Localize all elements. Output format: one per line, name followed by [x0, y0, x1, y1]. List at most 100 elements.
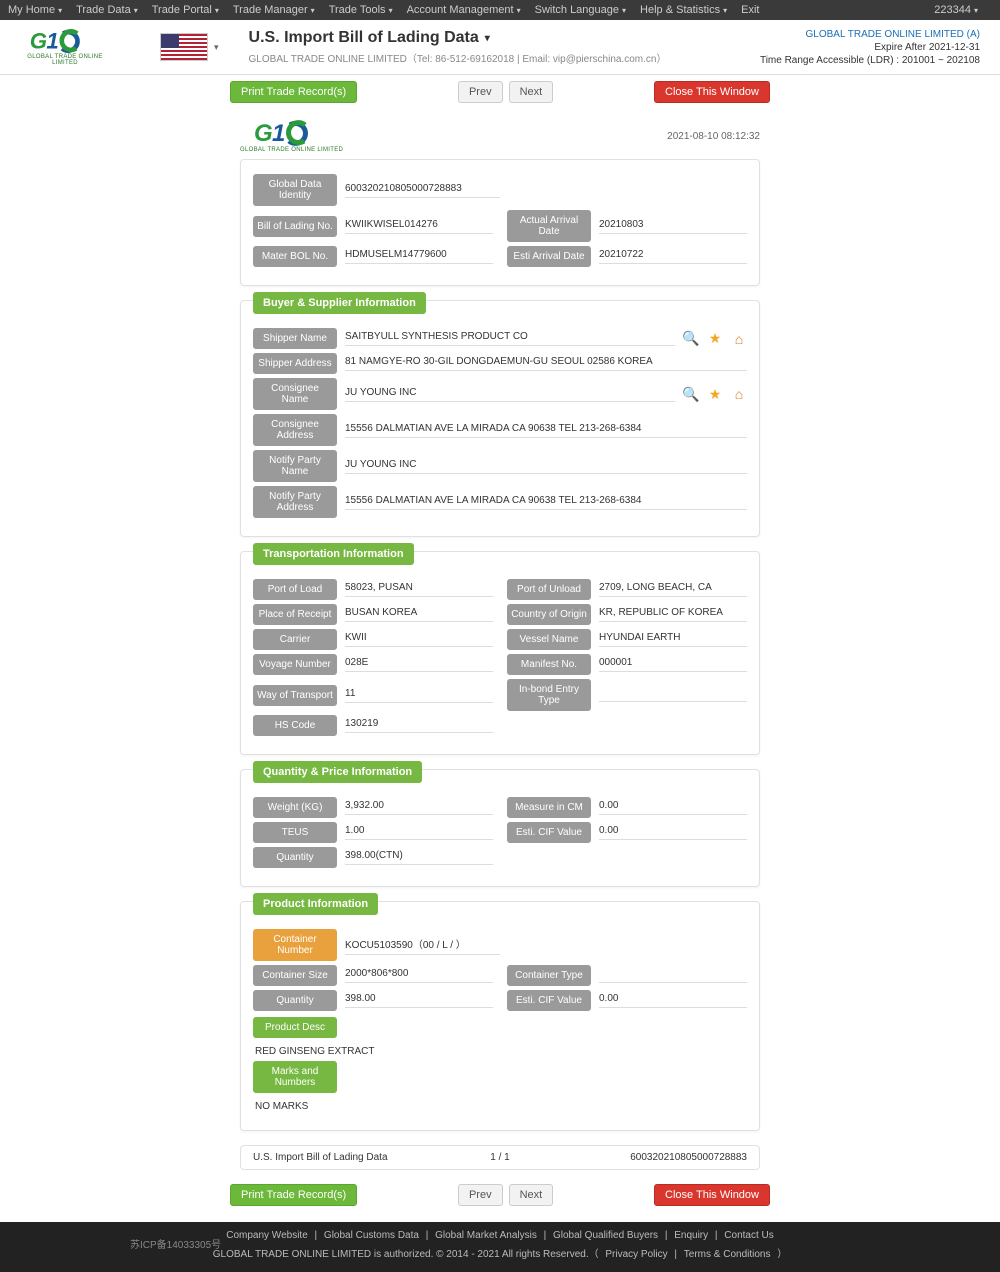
caret-icon: ▾: [723, 6, 727, 15]
close-window-button-bottom[interactable]: Close This Window: [654, 1184, 770, 1206]
value-container-type: [599, 969, 747, 983]
footer-privacy-link[interactable]: Privacy Policy: [605, 1249, 667, 1260]
value-hs: 130219: [345, 718, 493, 733]
value-container-no: KOCU5103590（00 / L / ）: [345, 936, 500, 955]
nav-switch-language[interactable]: Switch Language▾: [535, 4, 626, 16]
footer-link-buyers[interactable]: Global Qualified Buyers: [553, 1230, 658, 1241]
section-title-qty: Quantity & Price Information: [253, 761, 422, 783]
label-qty: Quantity: [253, 847, 337, 868]
next-button-bottom[interactable]: Next: [509, 1184, 554, 1206]
label-notify-addr: Notify Party Address: [253, 486, 337, 518]
product-panel: Product Information Container NumberKOCU…: [240, 901, 760, 1131]
footer-link-enquiry[interactable]: Enquiry: [674, 1230, 708, 1241]
label-ead: Esti Arrival Date: [507, 246, 591, 267]
page-subtitle: GLOBAL TRADE ONLINE LIMITED（Tel: 86-512-…: [249, 50, 760, 65]
label-weight: Weight (KG): [253, 797, 337, 818]
label-shipper-name: Shipper Name: [253, 328, 337, 349]
account-range: Time Range Accessible (LDR) : 201001 ~ 2…: [760, 55, 980, 66]
nav-trade-data[interactable]: Trade Data▾: [76, 4, 138, 16]
next-button[interactable]: Next: [509, 81, 554, 103]
print-button[interactable]: Print Trade Record(s): [230, 81, 357, 103]
caret-icon: ▾: [215, 6, 219, 15]
value-weight: 3,932.00: [345, 800, 493, 815]
value-gdi: 600320210805000728883: [345, 183, 500, 198]
label-hs: HS Code: [253, 715, 337, 736]
page-title[interactable]: U.S. Import Bill of Lading Data▾: [249, 29, 760, 47]
section-title-buyer: Buyer & Supplier Information: [253, 292, 426, 314]
value-manifest: 000001: [599, 657, 747, 672]
value-vessel: HYUNDAI EARTH: [599, 632, 747, 647]
home-icon[interactable]: ⌂: [731, 386, 747, 402]
prev-button[interactable]: Prev: [458, 81, 503, 103]
label-pol: Port of Load: [253, 579, 337, 600]
quantity-price-panel: Quantity & Price Information Weight (KG)…: [240, 769, 760, 887]
label-mbol: Mater BOL No.: [253, 246, 337, 267]
search-icon[interactable]: 🔍: [683, 386, 699, 402]
star-icon[interactable]: ★: [707, 386, 723, 402]
footer-terms-link[interactable]: Terms & Conditions: [684, 1249, 771, 1260]
nav-exit[interactable]: Exit: [741, 4, 759, 16]
logo-icon: G 1: [25, 28, 105, 54]
label-consignee-name: Consignee Name: [253, 378, 337, 410]
svg-text:G: G: [254, 120, 273, 147]
section-title-transport: Transportation Information: [253, 543, 414, 565]
site-footer: Company Website | Global Customs Data | …: [0, 1222, 1000, 1272]
label-container-size: Container Size: [253, 965, 337, 986]
prev-button-bottom[interactable]: Prev: [458, 1184, 503, 1206]
nav-trade-portal[interactable]: Trade Portal▾: [152, 4, 219, 16]
label-consignee-addr: Consignee Address: [253, 414, 337, 446]
label-coo: Country of Origin: [507, 604, 591, 625]
header-account-info: GLOBAL TRADE ONLINE LIMITED (A) Expire A…: [760, 29, 980, 66]
record-timestamp: 2021-08-10 08:12:32: [667, 131, 760, 142]
nav-account-mgmt[interactable]: Account Management▾: [407, 4, 521, 16]
nav-trade-manager[interactable]: Trade Manager▾: [233, 4, 315, 16]
country-flag-icon[interactable]: [160, 33, 208, 61]
nav-my-home[interactable]: My Home▾: [8, 4, 62, 16]
value-marks: NO MARKS: [253, 1097, 747, 1116]
search-icon[interactable]: 🔍: [683, 331, 699, 347]
caret-icon: ▾: [485, 33, 490, 44]
label-teus: TEUS: [253, 822, 337, 843]
value-qty: 398.00(CTN): [345, 850, 493, 865]
account-expire: Expire After 2021-12-31: [760, 42, 980, 53]
value-aad: 20210803: [599, 219, 747, 234]
label-notify-name: Notify Party Name: [253, 450, 337, 482]
caret-icon: ▾: [622, 6, 626, 15]
svg-text:G: G: [30, 28, 47, 53]
value-consignee-addr: 15556 DALMATIAN AVE LA MIRADA CA 90638 T…: [345, 423, 747, 438]
logo-text: GLOBAL TRADE ONLINE LIMITED: [20, 54, 110, 66]
identity-panel: Global Data Identity60032021080500072888…: [240, 159, 760, 286]
value-pol: 58023, PUSAN: [345, 582, 493, 597]
home-icon[interactable]: ⌂: [731, 331, 747, 347]
nav-trade-tools[interactable]: Trade Tools▾: [329, 4, 393, 16]
nav-help-stats[interactable]: Help & Statistics▾: [640, 4, 727, 16]
value-bol: KWIIKWISEL014276: [345, 219, 493, 234]
footer-link-contact[interactable]: Contact Us: [724, 1230, 773, 1241]
star-icon[interactable]: ★: [707, 331, 723, 347]
value-notify-name: JU YOUNG INC: [345, 459, 747, 474]
label-vessel: Vessel Name: [507, 629, 591, 650]
value-product-cif: 0.00: [599, 993, 747, 1008]
caret-icon: ▾: [389, 6, 393, 15]
label-carrier: Carrier: [253, 629, 337, 650]
close-window-button[interactable]: Close This Window: [654, 81, 770, 103]
label-wot: Way of Transport: [253, 685, 337, 706]
value-notify-addr: 15556 DALMATIAN AVE LA MIRADA CA 90638 T…: [345, 495, 747, 510]
footer-link-customs[interactable]: Global Customs Data: [324, 1230, 419, 1241]
print-button-bottom[interactable]: Print Trade Record(s): [230, 1184, 357, 1206]
caret-icon: ▾: [311, 6, 315, 15]
label-shipper-addr: Shipper Address: [253, 353, 337, 374]
value-measure: 0.00: [599, 800, 747, 815]
nav-account-id[interactable]: 223344▾: [934, 4, 978, 16]
site-logo[interactable]: G 1 GLOBAL TRADE ONLINE LIMITED: [20, 28, 110, 66]
value-wot: 11: [345, 688, 493, 703]
value-coo: KR, REPUBLIC OF KOREA: [599, 607, 747, 622]
value-pou: 2709, LONG BEACH, CA: [599, 582, 747, 597]
footer-link-company[interactable]: Company Website: [226, 1230, 308, 1241]
footer-link-market[interactable]: Global Market Analysis: [435, 1230, 537, 1241]
footer-icp: 苏ICP备14033305号: [130, 1236, 221, 1251]
label-measure: Measure in CM: [507, 797, 591, 818]
logo-icon: G 1: [252, 119, 332, 147]
value-shipper-name: SAITBYULL SYNTHESIS PRODUCT CO: [345, 331, 675, 346]
flag-dropdown-caret[interactable]: ▾: [214, 42, 219, 53]
